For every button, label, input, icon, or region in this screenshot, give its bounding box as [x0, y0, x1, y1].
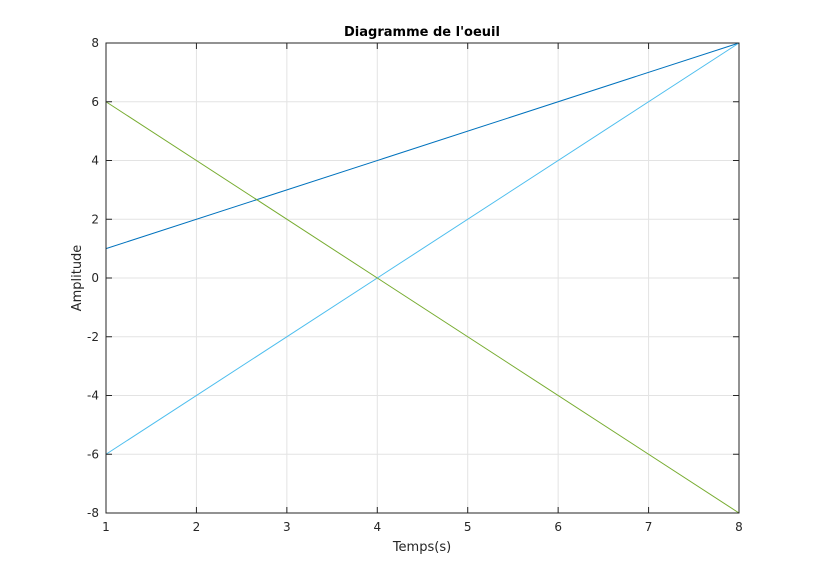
x-tick-label: 3: [283, 520, 291, 534]
x-tick-label: 8: [735, 520, 743, 534]
series-line-2: [105, 42, 740, 455]
y-tick-label: 0: [91, 271, 99, 285]
tick-layer: 1 2 3 4 5 6 7 8 -8 -6 -4 -2 0 2 4 6 8: [87, 36, 743, 534]
x-tick-label: 6: [554, 520, 562, 534]
y-tick-label: 6: [91, 95, 99, 109]
x-tick-label: 2: [193, 520, 201, 534]
x-axis-label: Temps(s): [392, 540, 451, 555]
x-tick-label: 4: [373, 520, 381, 534]
y-tick-label: -8: [87, 506, 99, 520]
y-tick-label: -2: [87, 330, 99, 344]
y-tick-label: 8: [91, 36, 99, 50]
x-tick-label: 7: [645, 520, 653, 534]
y-tick-label: -6: [87, 447, 99, 461]
chart-title: Diagramme de l'oeuil: [344, 25, 500, 40]
y-tick-label: -4: [87, 389, 99, 403]
x-tick-label: 5: [464, 520, 472, 534]
series-line-1: [105, 42, 740, 250]
x-tick-label: 1: [102, 520, 110, 534]
y-tick-label: 2: [91, 212, 99, 226]
y-axis-label: Amplitude: [70, 245, 85, 312]
series-line-3: [105, 101, 740, 514]
y-tick-label: 4: [91, 154, 99, 168]
